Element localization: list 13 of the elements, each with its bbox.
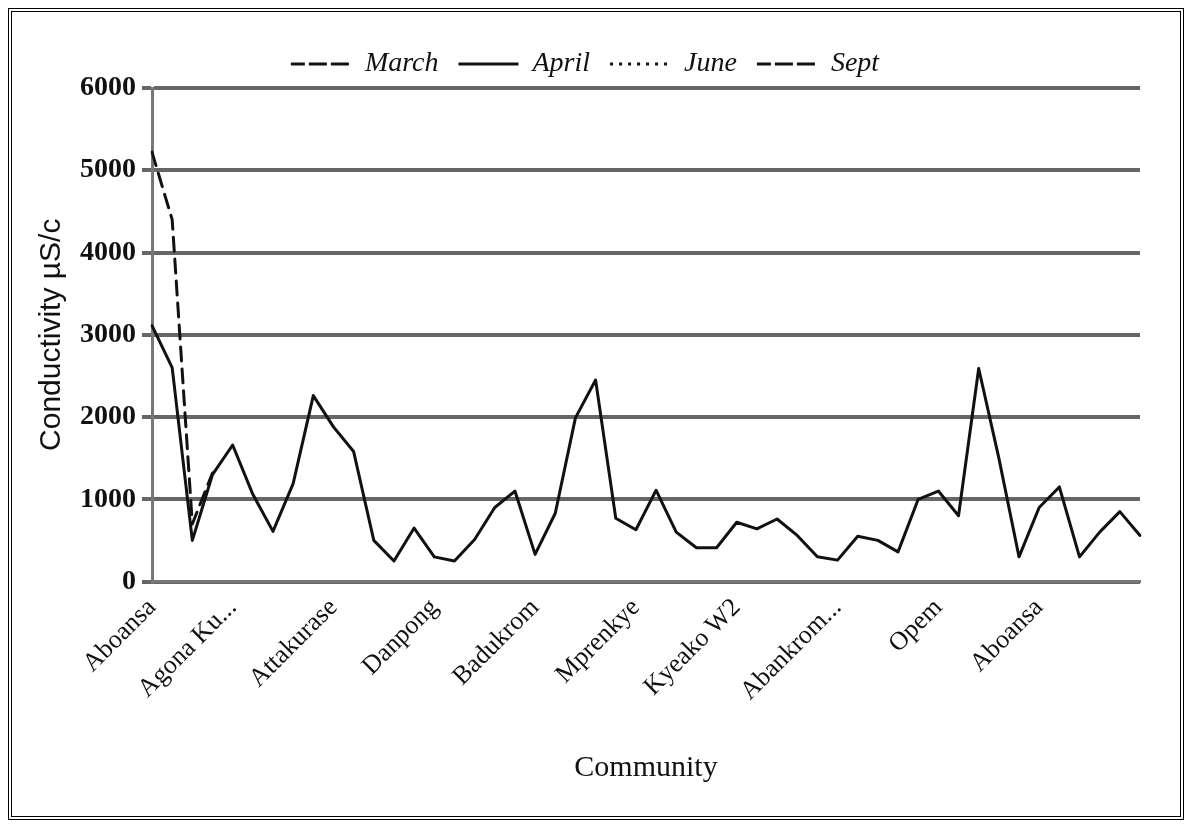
y-tick-label: 3000: [80, 316, 136, 348]
y-tick-label: 5000: [80, 152, 136, 184]
y-axis-title: Conductivity µS/c: [33, 218, 67, 451]
legend-label: Sept: [830, 46, 881, 78]
y-tick-label: 4000: [80, 234, 136, 266]
y-tick-label: 2000: [80, 399, 136, 431]
legend-label: June: [684, 46, 737, 78]
y-tick-label: 1000: [80, 481, 136, 513]
legend-label: March: [363, 46, 439, 78]
legend-label: April: [530, 46, 591, 78]
y-tick-label: 0: [122, 563, 136, 595]
x-axis-title: Community: [574, 748, 718, 782]
y-tick-label: 6000: [80, 70, 136, 102]
